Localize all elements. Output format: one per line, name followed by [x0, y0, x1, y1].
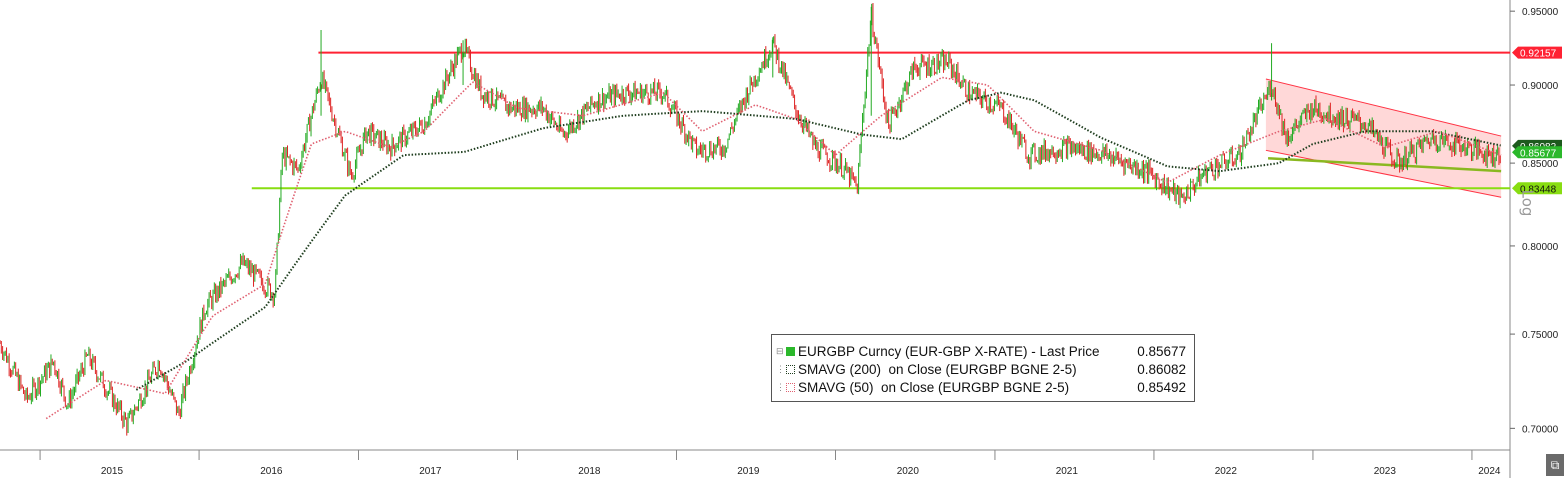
price-tag-label: 0.92157 [1520, 49, 1557, 60]
x-tick-label: 2017 [419, 466, 442, 477]
price-tag: 0.83448 [1512, 182, 1562, 195]
x-tick-label: 2019 [737, 466, 760, 477]
x-tick-label: 2016 [260, 466, 283, 477]
chart-legend: ⊟ EURGBP Curncy (EUR-GBP X-RATE) - Last P… [771, 334, 1195, 402]
x-tick-label: 2015 [101, 466, 124, 477]
legend-series-label: SMAVG (50) on Close (EURGBP BGNE 2-5) [798, 379, 1070, 395]
price-candles [0, 3, 1501, 436]
legend-tree-icon: ⊟ [776, 345, 784, 356]
legend-swatch [786, 382, 795, 392]
y-tick-label: 0.70000 [1522, 424, 1559, 435]
x-tick-label: 2020 [897, 466, 920, 477]
legend-row: ⋮ SMAVG (50) on Close (EURGBP BGNE 2-5) 0.… [776, 378, 1186, 396]
legend-tree-icon: ⋮ [776, 381, 785, 392]
x-tick-label: 2023 [1374, 466, 1397, 477]
x-tick-label: 2021 [1056, 466, 1079, 477]
channel-upper-line [1265, 78, 1502, 137]
channel-lower-line [1265, 149, 1502, 198]
legend-swatch [786, 346, 795, 356]
legend-series-label: EURGBP Curncy (EUR-GBP X-RATE) - Last Pr… [798, 343, 1100, 359]
y-tick-label: 0.90000 [1522, 81, 1559, 92]
support-line [1268, 157, 1502, 173]
legend-series-value: 0.85677 [1137, 343, 1186, 359]
price-tag-bg [1512, 46, 1562, 59]
legend-row: ⋮ SMAVG (200) on Close (EURGBP BGNE 2-5) 0… [776, 360, 1186, 378]
sma50-line [45, 76, 1502, 420]
log-scale-label: Log [1518, 189, 1537, 217]
legend-tree-icon: ⋮ [776, 363, 785, 374]
legend-series-value: 0.86082 [1137, 361, 1186, 377]
price-tag-bg [1512, 146, 1562, 159]
price-tag: 0.92157 [1512, 46, 1562, 60]
price-tag-bg [1512, 182, 1562, 195]
x-tick-label: 2024 [1478, 466, 1501, 477]
trend-channel [1265, 78, 1502, 198]
x-tick-label: 2018 [578, 466, 601, 477]
expand-icon[interactable]: ⧉ [1546, 454, 1564, 476]
y-tick-label: 0.95000 [1522, 7, 1559, 18]
y-tick-label: 0.85000 [1522, 159, 1559, 170]
sma200-line [135, 91, 1501, 391]
legend-swatch [786, 364, 795, 374]
legend-row: ⊟ EURGBP Curncy (EUR-GBP X-RATE) - Last P… [776, 342, 1186, 360]
x-tick-label: 2022 [1215, 466, 1238, 477]
price-tag-label: 0.85677 [1520, 148, 1557, 159]
price-tag-label: 0.83448 [1520, 184, 1557, 195]
legend-series-value: 0.85492 [1137, 379, 1186, 395]
legend-series-label: SMAVG (200) on Close (EURGBP BGNE 2-5) [798, 361, 1077, 377]
y-tick-label: 0.80000 [1522, 242, 1559, 253]
price-tag: 0.85677 [1512, 146, 1562, 159]
y-tick-label: 0.75000 [1522, 330, 1559, 341]
